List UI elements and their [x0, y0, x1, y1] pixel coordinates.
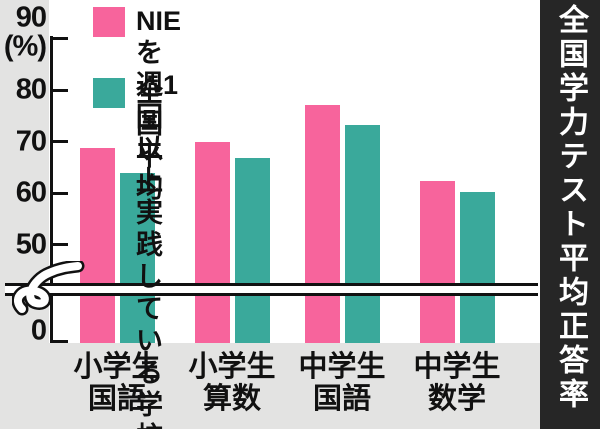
- bar-nie-3: [305, 105, 340, 343]
- legend-label-nie: NIEを週1回以上実践している 学校の平均: [136, 6, 182, 429]
- y-tick-50: [50, 243, 68, 247]
- bar-national-4: [460, 192, 495, 343]
- axis-break-band: [5, 283, 538, 296]
- y-tick-label-50: 50: [15, 228, 47, 261]
- category-label-2: 小学生 算数: [188, 351, 276, 415]
- bar-nie-1: [80, 147, 115, 343]
- y-tick-label-70: 70: [15, 125, 47, 158]
- y-tick-60: [50, 191, 68, 195]
- y-tick-90: [50, 37, 68, 41]
- page-title: 全国学力テスト平均正答率: [554, 4, 587, 412]
- y-axis-foot: [50, 340, 68, 343]
- y-axis-zero-label: 0: [30, 314, 47, 347]
- bar-national-2: [235, 158, 270, 343]
- category-label-1: 小学生 国語: [73, 351, 161, 415]
- y-tick-label-80: 80: [15, 73, 47, 106]
- y-tick-label-60: 60: [15, 176, 47, 209]
- axis-break-squiggle-icon: [12, 261, 85, 316]
- y-tick-80: [50, 88, 68, 92]
- bar-national-3: [345, 124, 380, 343]
- category-label-4: 中学生 数学: [413, 351, 501, 415]
- title-sidebar: 全国学力テスト平均正答率: [540, 0, 600, 429]
- y-tick-label-90: 90: [15, 1, 47, 34]
- bar-nie-4: [420, 181, 455, 343]
- bar-national-1: [120, 173, 155, 343]
- legend-label-national: 全国平均: [136, 77, 163, 203]
- y-tick-70: [50, 140, 68, 144]
- legend-swatch-national: [93, 78, 125, 108]
- category-label-3: 中学生 国語: [298, 351, 386, 415]
- y-axis-unit-label: (%): [3, 30, 47, 63]
- y-axis-line: [50, 36, 53, 343]
- bar-nie-2: [195, 142, 230, 343]
- legend-swatch-nie: [93, 7, 125, 37]
